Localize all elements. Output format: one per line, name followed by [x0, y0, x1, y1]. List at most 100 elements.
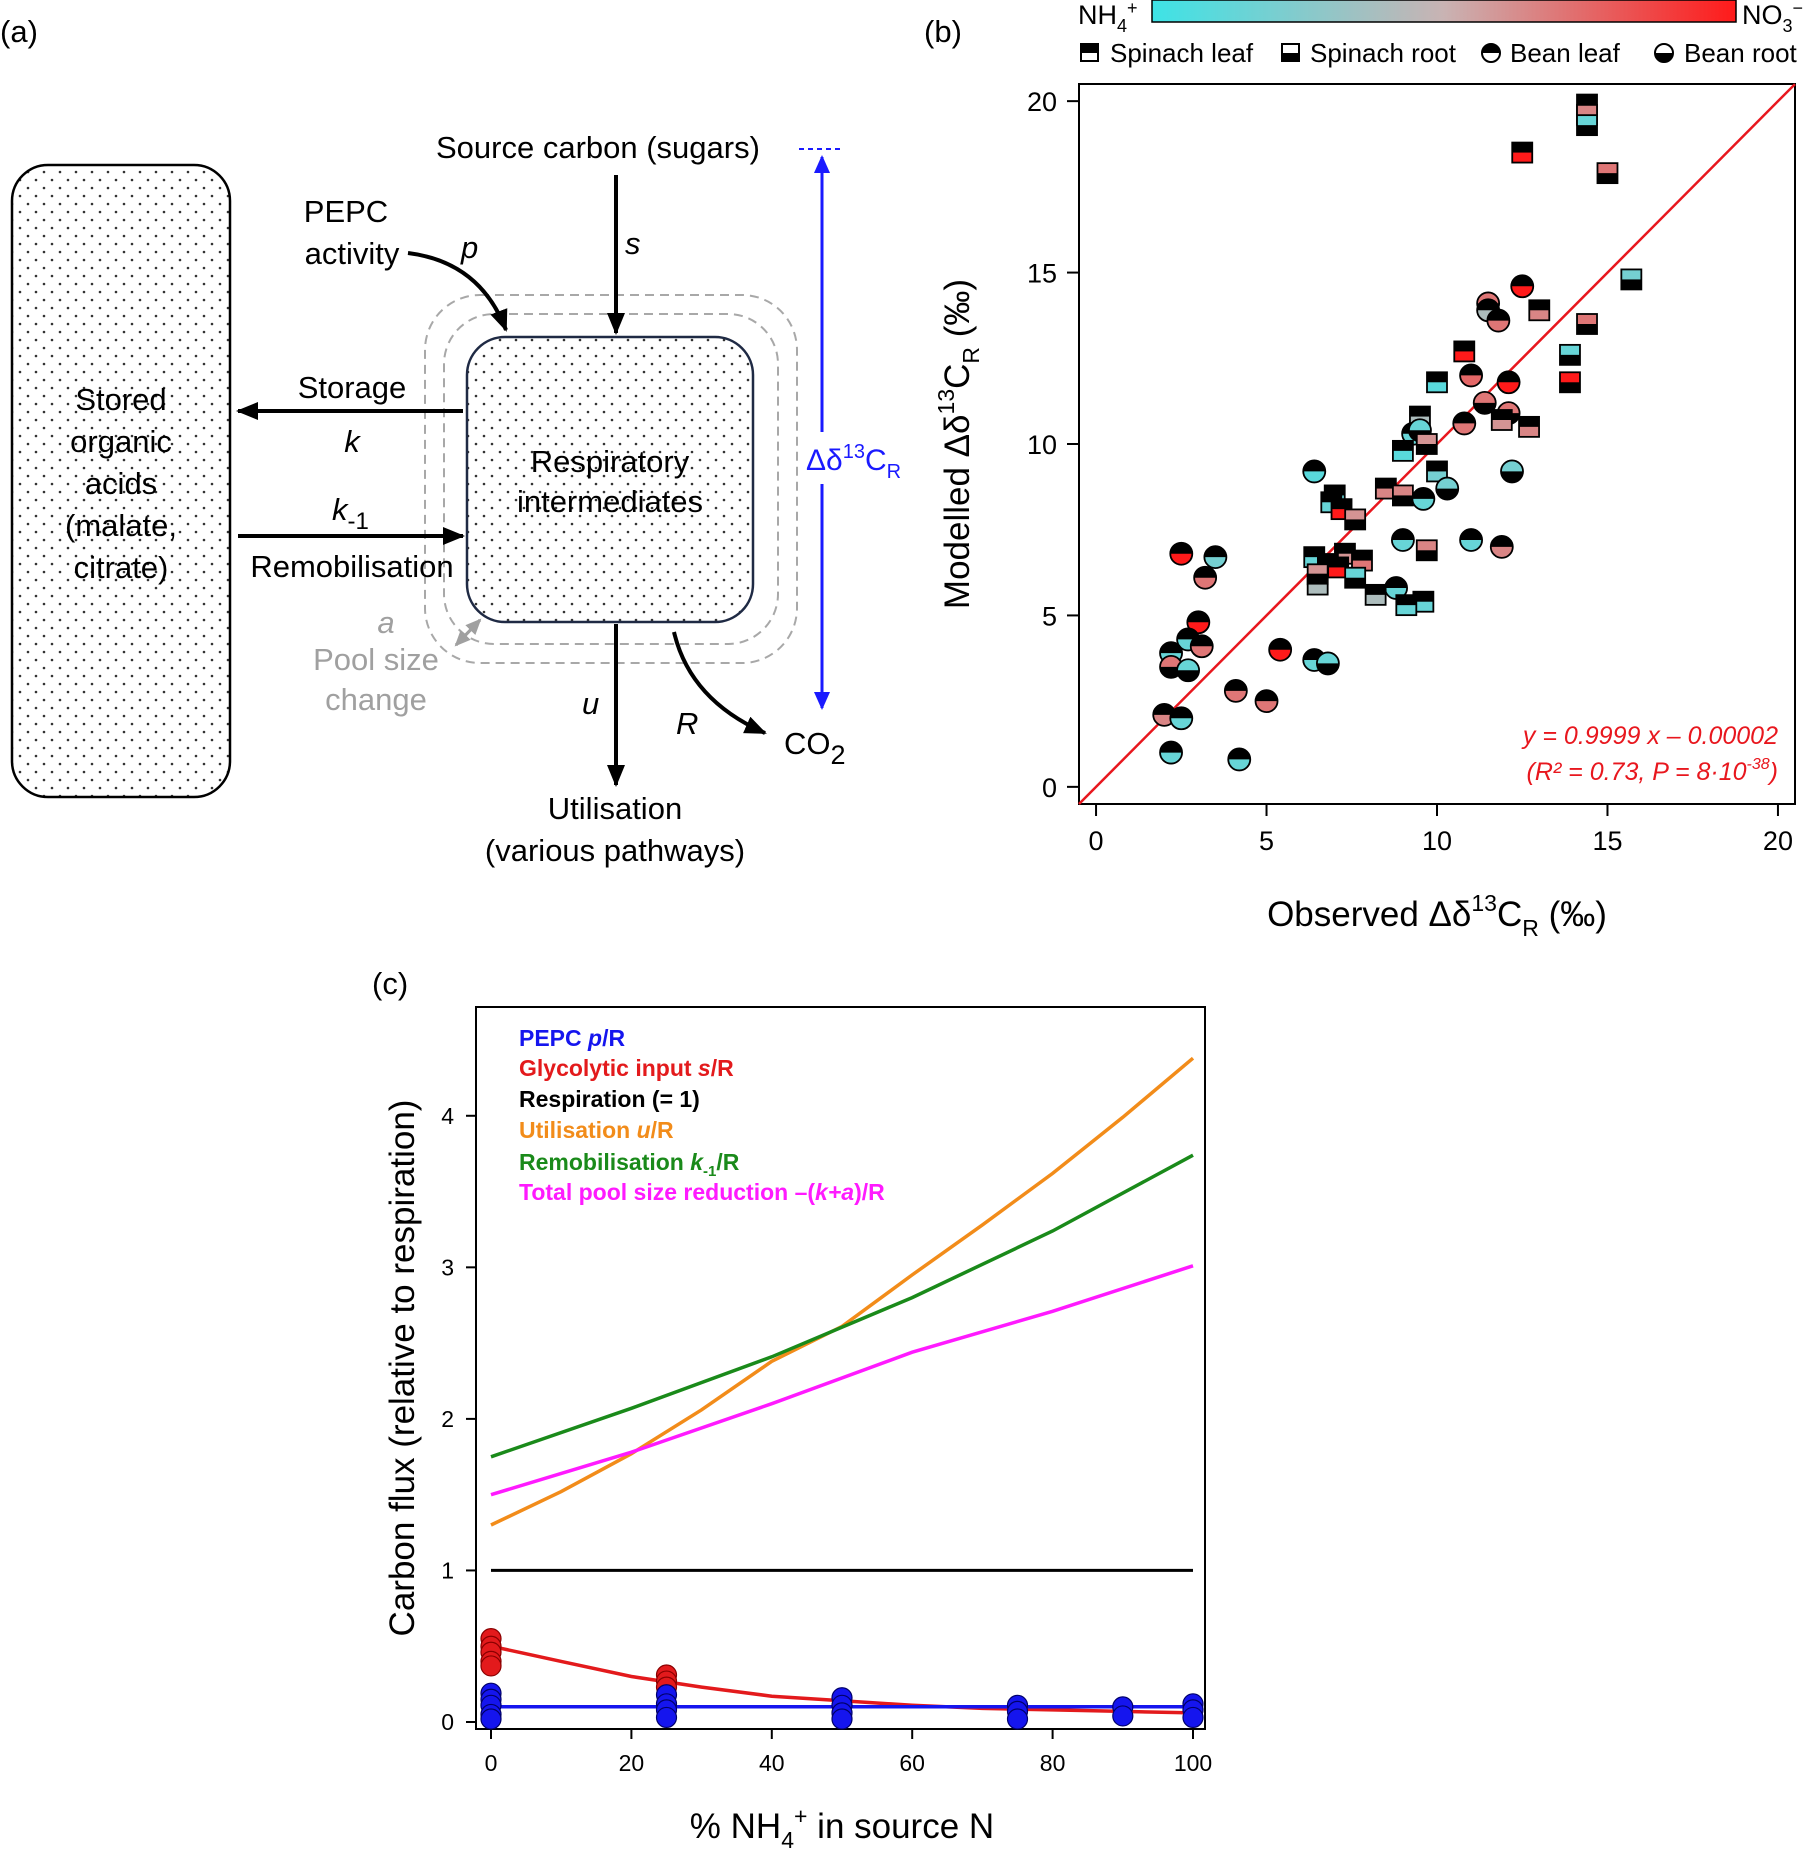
- line-x-axis-title: % NH4+ in source N: [690, 1803, 994, 1853]
- scatter-point: [1411, 486, 1436, 511]
- legend-spinach-leaf: Spinach leaf: [1080, 38, 1254, 68]
- line-plot-frame: [475, 1006, 1206, 1730]
- scatter-point-half: [1194, 566, 1217, 578]
- source-carbon-label: Source carbon (sugars): [436, 130, 760, 165]
- scatter-point-half: [1512, 142, 1533, 153]
- scatter-point: [1459, 363, 1483, 388]
- legend-spinach-root-fill: [1282, 53, 1299, 61]
- scatter-y-tick-label: 5: [1042, 601, 1057, 631]
- scatter-point: [1176, 658, 1201, 683]
- scatter-point-half: [1345, 577, 1366, 588]
- scatter-point-half: [1519, 416, 1540, 427]
- scatter-point-half: [1413, 591, 1434, 602]
- scatter-point: [1189, 634, 1214, 659]
- r-arrow: [672, 631, 767, 735]
- scatter-point-half: [1255, 690, 1278, 702]
- legend-remobilisation: Remobilisation k-1/R: [519, 1149, 740, 1180]
- stored-acids-label: Stored organic acids (malate, citrate): [65, 382, 177, 585]
- scatter-point-half: [1190, 635, 1213, 647]
- panel-b: (b) NH4+ NO3− Spinach leaf Spinach root …: [924, 0, 1803, 941]
- fit-equation: y = 0.9999 x – 0.00002: [1521, 722, 1778, 750]
- scatter-x-tick-label: 5: [1259, 826, 1274, 856]
- scatter-point-half: [1328, 557, 1349, 568]
- u-symbol: u: [582, 686, 599, 721]
- line-axes: 0 20 40 60 80 100 0 1 2 3 4: [441, 1103, 1212, 1776]
- scatter-point-half: [1454, 341, 1475, 352]
- scatter-point-half: [1453, 412, 1476, 424]
- scatter-point: [1391, 528, 1415, 552]
- delta-label: Δδ13CR: [806, 441, 901, 483]
- scatter-point-half: [1269, 638, 1292, 650]
- line-y-tick-label: 3: [441, 1254, 454, 1280]
- scatter-point-half: [1460, 364, 1483, 376]
- legend-spinach-root-label: Spinach root: [1310, 38, 1457, 68]
- scatter-point: [1415, 433, 1438, 455]
- scatter-point: [1364, 583, 1387, 606]
- pepc-point: [1006, 1708, 1029, 1730]
- delta-label-bg: [802, 432, 912, 484]
- legend-bean-leaf-label: Bean leaf: [1510, 38, 1621, 68]
- scatter-point: [1193, 565, 1218, 590]
- scatter-point-half: [1160, 741, 1183, 753]
- line-series-path: [490, 1153, 1194, 1459]
- remobilisation-label: Remobilisation: [250, 549, 453, 584]
- scatter-point-half: [1391, 529, 1414, 540]
- scatter-axes: 0 5 10 15 20 0 5 10 15 20: [1027, 87, 1793, 856]
- scatter-point: [1459, 528, 1483, 552]
- pepc-point: [1182, 1706, 1204, 1729]
- scatter-point-half: [1375, 478, 1396, 489]
- legend-pool-reduction: Total pool size reduction –(k+a)/R: [519, 1179, 885, 1205]
- colorbar-right-label: NO3−: [1742, 0, 1803, 36]
- pepc-line-1: PEPC: [304, 194, 388, 229]
- scatter-point: [1496, 370, 1521, 395]
- r-symbol: R: [676, 706, 698, 741]
- scatter-point-half: [1160, 642, 1183, 654]
- scatter-point: [1596, 162, 1619, 185]
- scatter-point-half: [1559, 354, 1580, 365]
- scatter-point: [1500, 459, 1524, 484]
- scatter-point: [1518, 415, 1540, 438]
- pool-boundary-middle: [443, 313, 779, 645]
- scatter-point: [1486, 308, 1511, 333]
- scatter-point-half: [1224, 679, 1247, 691]
- k-symbol: k: [344, 424, 361, 459]
- glycolytic-point: [480, 1655, 502, 1677]
- scatter-point: [1528, 299, 1551, 322]
- scatter-point: [1559, 343, 1581, 366]
- scatter-point: [1186, 610, 1211, 635]
- scatter-point: [1510, 274, 1535, 299]
- resp-line-2: intermediates: [517, 484, 703, 519]
- scatter-point-half: [1331, 499, 1352, 510]
- colorbar-left-label: NH4+: [1078, 0, 1138, 36]
- scatter-point: [1227, 747, 1252, 772]
- scatter-point-half: [1460, 529, 1483, 540]
- scatter-point: [1169, 706, 1194, 731]
- scatter-point-half: [1385, 577, 1408, 588]
- stored-line-5: citrate): [74, 550, 169, 585]
- scatter-point: [1453, 340, 1476, 363]
- legend-bean-leaf: Bean leaf: [1481, 38, 1621, 68]
- scatter-point-half: [1577, 324, 1598, 334]
- scatter-point-half: [1365, 584, 1386, 595]
- p-arrow: [407, 251, 508, 332]
- scatter-point: [1559, 371, 1581, 394]
- legend-bean-root: Bean root: [1654, 38, 1798, 68]
- panel-c-label: (c): [372, 966, 408, 1001]
- scatter-point-half: [1316, 663, 1339, 675]
- scatter-point-half: [1473, 402, 1496, 414]
- scatter-point-half: [1427, 372, 1447, 383]
- scatter-x-tick-label: 15: [1592, 826, 1622, 856]
- scatter-point: [1159, 740, 1183, 765]
- legend-bean-root-fill: [1655, 53, 1673, 62]
- panel-c: (c) 0 20 40 60 80 100 0 1 2 3 4 PEPC p/R Glycolyti…: [372, 966, 1212, 1853]
- panel-a-label: (a): [0, 14, 38, 49]
- line-legend: PEPC p/R Glycolytic input s/R Respiratio…: [519, 1025, 885, 1205]
- legend-pepc: PEPC p/R: [519, 1025, 625, 1051]
- scatter-point-half: [1497, 371, 1520, 383]
- scatter-point: [1306, 573, 1329, 596]
- scatter-point: [1315, 651, 1340, 676]
- scatter-point: [1511, 141, 1534, 164]
- pepc-point: [831, 1708, 853, 1730]
- scatter-point-half: [1396, 595, 1417, 606]
